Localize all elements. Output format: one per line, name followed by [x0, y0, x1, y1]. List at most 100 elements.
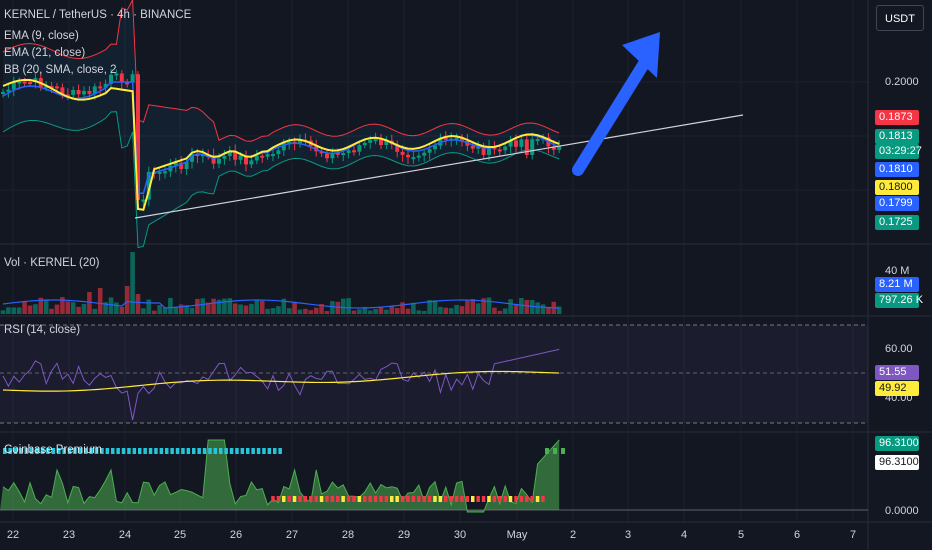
- volume-bar: [303, 308, 308, 314]
- premium-signal-dot: [476, 496, 480, 502]
- candle: [28, 82, 32, 85]
- candle: [422, 152, 427, 156]
- rsi-price-badge: 49.92: [875, 381, 919, 396]
- legend-ema9[interactable]: EMA (9, close): [4, 30, 79, 42]
- candle: [17, 81, 22, 84]
- premium-signal-dot: [406, 496, 410, 502]
- volume-bar: [103, 302, 108, 314]
- premium-signal-dot: [292, 496, 297, 502]
- volume-bar: [87, 292, 92, 314]
- candle: [411, 157, 416, 160]
- candle: [22, 81, 27, 84]
- volume-bar: [351, 310, 357, 314]
- volume-bar: [502, 308, 508, 314]
- x-axis-label: 2: [569, 529, 577, 541]
- volume-bar: [27, 305, 33, 314]
- currency-button[interactable]: USDT: [876, 5, 924, 31]
- candle: [200, 154, 205, 157]
- volume-title[interactable]: Vol · KERNEL (20): [4, 257, 100, 269]
- blue-arrow-head: [622, 32, 660, 78]
- premium-signal-dot: [449, 496, 453, 502]
- candle: [357, 145, 362, 152]
- premium-signal-dot: [314, 496, 318, 502]
- premium-signal-dot: [251, 448, 255, 454]
- premium-signal-dot: [30, 448, 34, 454]
- candle: [136, 74, 140, 200]
- volume-bar: [200, 298, 206, 314]
- volume-bar: [6, 307, 11, 314]
- volume-bar: [281, 298, 287, 314]
- premium-signal-dot: [67, 448, 72, 454]
- x-axis-label: 25: [173, 529, 187, 541]
- rsi-pane[interactable]: [0, 324, 868, 424]
- candle: [400, 151, 405, 155]
- premium-signal-dot: [127, 448, 131, 454]
- symbol-title[interactable]: KERNEL / TetherUS · 4h · BINANCE: [4, 9, 192, 21]
- x-axis-label: 24: [118, 529, 132, 541]
- premium-signal-dot: [487, 496, 491, 502]
- volume-bar: [335, 301, 341, 314]
- premium-signal-dot: [229, 448, 234, 454]
- volume-bar: [448, 308, 454, 314]
- candle: [82, 91, 86, 95]
- candle: [330, 152, 335, 159]
- premium-axis-tick: 0.0000: [885, 505, 919, 517]
- legend-bollinger[interactable]: BB (20, SMA, close, 2: [4, 64, 117, 76]
- candle: [427, 149, 432, 153]
- volume-bar: [324, 310, 330, 314]
- candle: [454, 137, 459, 140]
- rsi-band: [0, 325, 868, 423]
- volume-price-badge: 8.21 M: [875, 277, 919, 292]
- candle: [211, 155, 216, 164]
- drawings-layer[interactable]: [134, 32, 744, 219]
- premium-title[interactable]: Coinbase Premium: [4, 444, 102, 456]
- volume-bar: [0, 310, 6, 314]
- x-axis-label: 27: [285, 529, 299, 541]
- premium-area: [0, 440, 560, 512]
- premium-signal-dot: [492, 496, 497, 502]
- volume-bar: [443, 307, 449, 314]
- premium-price-badge: 96.3100: [875, 436, 919, 451]
- premium-signal-dot: [368, 496, 372, 502]
- premium-pane[interactable]: [0, 439, 868, 513]
- premium-signal-dot: [530, 496, 534, 502]
- premium-signal-dot: [276, 496, 281, 502]
- volume-bar: [243, 305, 249, 314]
- volume-bar: [173, 306, 179, 314]
- price-pane[interactable]: [1, 0, 562, 249]
- x-axis-label: 4: [680, 529, 688, 541]
- legend-ema21[interactable]: EMA (21, close): [4, 47, 86, 59]
- premium-signal-dot: [24, 448, 29, 454]
- volume-bar: [362, 306, 368, 314]
- price-price-badge: 0.1810: [875, 162, 919, 177]
- premium-signal-dot: [84, 448, 88, 454]
- volume-bar: [432, 300, 438, 314]
- volume-bar: [556, 306, 562, 314]
- volume-bar: [184, 305, 189, 314]
- premium-signal-dot: [336, 496, 340, 502]
- x-axis-label: 6: [793, 529, 801, 541]
- volume-bar: [286, 308, 292, 314]
- premium-signal-dot: [325, 496, 329, 502]
- candle: [184, 161, 189, 170]
- volume-bar: [11, 307, 17, 314]
- premium-signal-dot: [309, 496, 313, 502]
- volume-bar: [54, 304, 60, 314]
- premium-signal-dot: [444, 496, 448, 502]
- volume-bar: [384, 309, 389, 314]
- premium-signal-dot: [148, 448, 153, 454]
- volume-bar: [346, 298, 351, 314]
- rsi-title[interactable]: RSI (14, close): [4, 324, 81, 336]
- volume-bar: [492, 307, 497, 314]
- volume-bar: [389, 306, 395, 314]
- volume-bar: [141, 308, 146, 314]
- premium-signal-dot: [105, 448, 110, 454]
- premium-signal-dot: [132, 448, 137, 454]
- candle: [395, 144, 400, 152]
- candle: [470, 145, 475, 149]
- volume-bar: [470, 299, 476, 314]
- ema9-line: [2, 81, 560, 195]
- volume-ma-line: [2, 299, 560, 309]
- volume-pane[interactable]: [0, 252, 562, 314]
